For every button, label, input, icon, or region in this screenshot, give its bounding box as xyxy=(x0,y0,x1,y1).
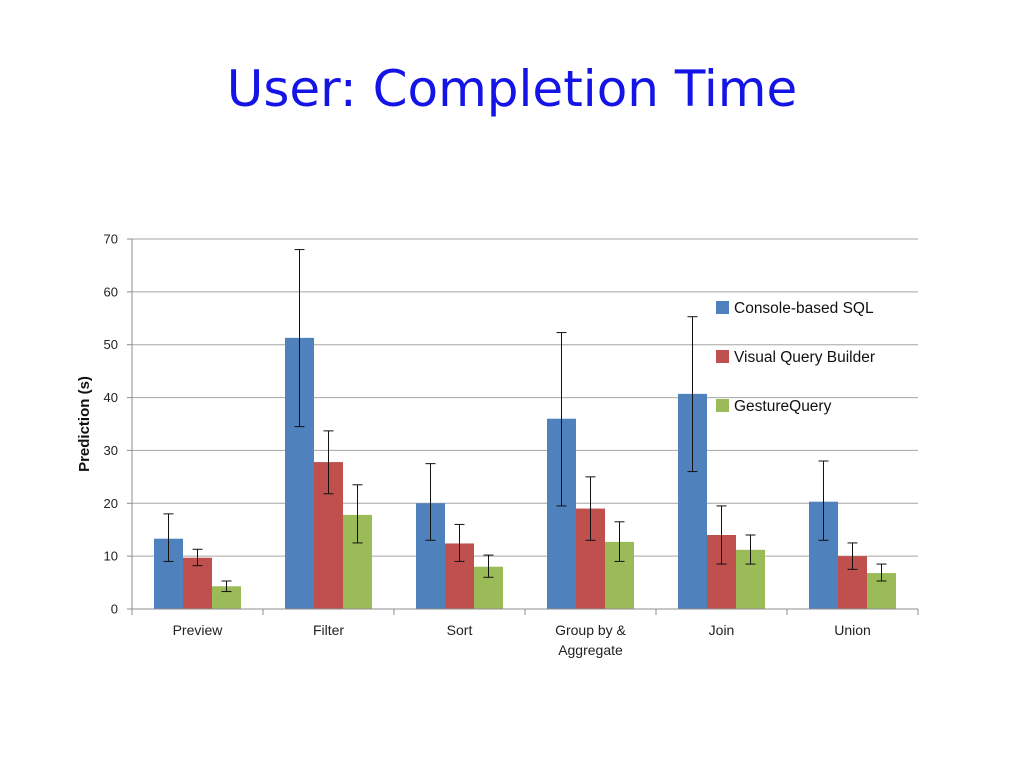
bar xyxy=(183,557,212,609)
legend-swatch xyxy=(716,301,729,314)
category-label: Sort xyxy=(447,622,473,638)
legend: Console-based SQL Visual Query Builder Ges… xyxy=(716,300,875,415)
y-tick-label: 30 xyxy=(104,443,118,458)
legend-label: GestureQuery xyxy=(734,398,832,415)
y-tick-label: 40 xyxy=(104,390,118,405)
y-axis-label: Prediction (s) xyxy=(76,376,93,472)
y-tick-labels: 0 10 20 30 40 50 60 70 xyxy=(104,232,132,617)
y-tick-label: 0 xyxy=(111,602,118,617)
category-label: Filter xyxy=(313,622,344,638)
category-label: Group by & Aggregate xyxy=(555,622,626,658)
gridlines xyxy=(132,238,918,557)
y-tick-label: 10 xyxy=(104,549,118,564)
y-tick-label: 70 xyxy=(104,232,118,247)
legend-label: Console-based SQL xyxy=(734,300,874,317)
legend-swatch xyxy=(716,350,729,363)
y-tick-label: 50 xyxy=(104,337,118,352)
category-label: Union xyxy=(834,622,871,638)
axes xyxy=(131,239,919,615)
slide-title: User: Completion Time xyxy=(226,60,798,118)
category-label: Join xyxy=(709,622,735,638)
bars xyxy=(154,337,896,609)
y-tick-label: 20 xyxy=(104,496,118,511)
error-bars xyxy=(163,249,887,593)
category-label: Preview xyxy=(173,622,224,638)
legend-label: Visual Query Builder xyxy=(734,349,875,366)
category-labels: Preview Filter Sort Group by & Aggregate Join… xyxy=(173,622,871,658)
y-tick-label: 60 xyxy=(104,284,118,299)
legend-swatch xyxy=(716,399,729,412)
bar xyxy=(212,586,241,609)
